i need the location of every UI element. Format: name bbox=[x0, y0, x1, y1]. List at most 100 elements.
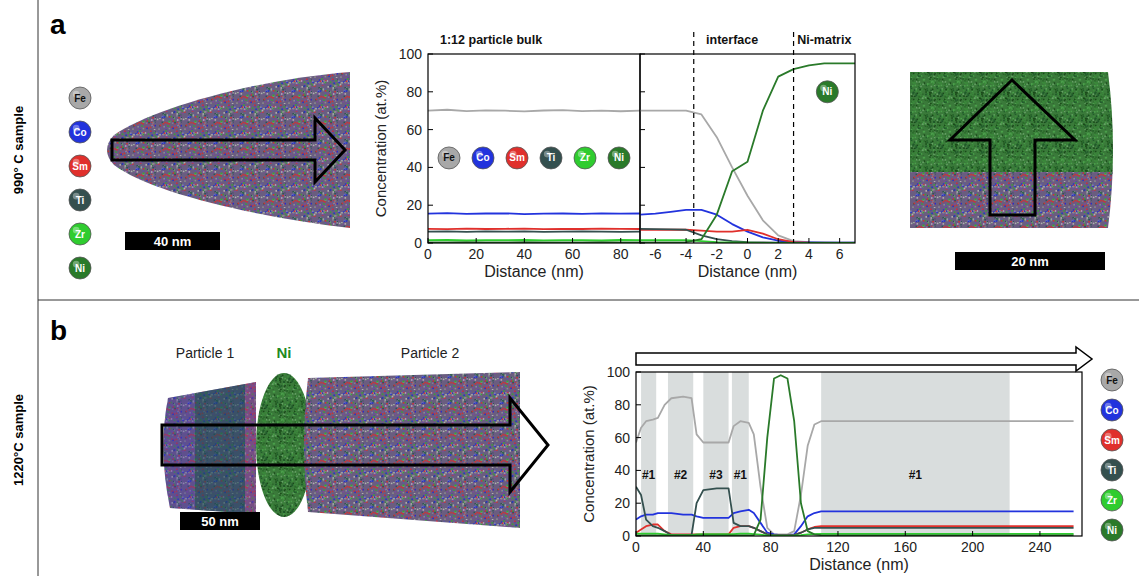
x-tick-label: 40 bbox=[696, 539, 712, 555]
x-tick bbox=[839, 238, 840, 243]
arrow bbox=[636, 347, 1092, 371]
plot-frame bbox=[636, 372, 1082, 536]
y-tick-label: 100 bbox=[399, 46, 423, 62]
element-legend-entry: Fe bbox=[69, 87, 91, 109]
x-tick-label: -2 bbox=[711, 246, 724, 262]
y-tick bbox=[640, 205, 645, 206]
x-tick-label: 20 bbox=[468, 246, 484, 262]
y-tick bbox=[428, 205, 433, 206]
legend-swatch bbox=[1101, 369, 1123, 391]
legend-entry: Co bbox=[472, 147, 494, 169]
y-tick-label: 100 bbox=[607, 364, 631, 380]
particle-region bbox=[905, 172, 1125, 232]
apt-reconstruction bbox=[304, 372, 520, 528]
image-label: Particle 1 bbox=[176, 345, 235, 361]
element-legend-entry: Zr bbox=[69, 223, 91, 245]
scale-bar: 50 nm bbox=[180, 512, 260, 530]
region-label: #2 bbox=[674, 468, 688, 482]
x-tick bbox=[808, 238, 809, 243]
legend-entry: Sm bbox=[506, 147, 528, 169]
x-tick bbox=[686, 238, 687, 243]
x-tick-label: 40 bbox=[517, 246, 533, 262]
figure: ab990° C sample1220°C sampleFeCoSmTiZrNi… bbox=[0, 0, 1139, 576]
x-axis-title: Distance (nm) bbox=[484, 263, 584, 280]
legend-entry: Ti bbox=[540, 147, 562, 169]
legend-swatch bbox=[438, 147, 460, 169]
y-tick bbox=[636, 536, 641, 537]
y-tick-label: 60 bbox=[406, 122, 422, 138]
legend-label: Ni bbox=[1107, 525, 1117, 536]
element-legend-entry: Co bbox=[69, 121, 91, 143]
x-tick bbox=[770, 531, 771, 536]
y-tick bbox=[636, 503, 641, 504]
y-tick-label: 0 bbox=[622, 528, 630, 544]
legend-swatch bbox=[540, 147, 562, 169]
x-tick-label: 0 bbox=[424, 246, 432, 262]
arrow bbox=[950, 80, 1075, 215]
x-tick bbox=[778, 238, 779, 243]
legend-swatch bbox=[69, 257, 91, 279]
plot-area bbox=[636, 372, 1074, 536]
legend-label: Sm bbox=[509, 152, 525, 163]
y-tick-label: 80 bbox=[614, 397, 630, 413]
y-tick bbox=[636, 372, 641, 373]
y-axis-title: Concentration (at.%) bbox=[372, 80, 389, 218]
legend-entry: Zr bbox=[574, 147, 596, 169]
arrow bbox=[112, 118, 345, 182]
legend-label: Ti bbox=[76, 195, 85, 206]
y-tick-label: 20 bbox=[614, 495, 630, 511]
x-tick-label: 4 bbox=[805, 246, 813, 262]
x-axis-title: Distance (nm) bbox=[698, 263, 798, 280]
series-line bbox=[640, 229, 855, 243]
series-line bbox=[640, 111, 855, 243]
region-label: #1 bbox=[909, 468, 923, 482]
y-tick bbox=[640, 129, 645, 130]
legend-swatch bbox=[472, 147, 494, 169]
panel-letter: b bbox=[50, 315, 67, 346]
legend-swatch bbox=[69, 155, 91, 177]
x-tick bbox=[428, 238, 429, 243]
apt-reconstruction bbox=[905, 70, 1125, 232]
legend-label: Zr bbox=[1107, 495, 1117, 506]
x-tick-label: 6 bbox=[836, 246, 844, 262]
x-tick bbox=[703, 531, 704, 536]
scale-bar-label: 40 nm bbox=[154, 234, 192, 249]
particle-region bbox=[150, 375, 260, 520]
x-tick-label: 0 bbox=[632, 539, 640, 555]
legend-swatch bbox=[1101, 519, 1123, 541]
scale-bar-label: 20 nm bbox=[1011, 254, 1049, 269]
y-tick-label: 40 bbox=[406, 159, 422, 175]
scale-bar-label: 50 nm bbox=[201, 514, 239, 529]
series-line bbox=[428, 228, 640, 230]
chart: 020406080020406080100Distance (nm)Concen… bbox=[372, 33, 640, 280]
legend-label: Co bbox=[476, 152, 489, 163]
region-label: #1 bbox=[642, 468, 656, 482]
legend-label: Fe bbox=[74, 93, 86, 104]
x-tick-label: 200 bbox=[961, 539, 985, 555]
chart-title: 1:12 particle bulk bbox=[440, 33, 542, 47]
divider-line bbox=[793, 32, 794, 243]
legend-label: Ni bbox=[822, 86, 832, 97]
scale-bar-rect bbox=[125, 232, 220, 250]
image-label: Particle 2 bbox=[401, 345, 460, 361]
legend-swatch bbox=[69, 121, 91, 143]
legend-swatch bbox=[1101, 489, 1123, 511]
ni-layer bbox=[256, 373, 312, 517]
x-tick bbox=[636, 531, 637, 536]
legend-label: Zr bbox=[75, 229, 85, 240]
x-tick-label: -6 bbox=[649, 246, 662, 262]
series-line bbox=[640, 63, 855, 242]
legend-entry: Sm bbox=[1101, 429, 1123, 451]
series-line bbox=[428, 212, 640, 215]
y-tick bbox=[636, 404, 641, 405]
region-header: Ni-matrix bbox=[797, 33, 851, 47]
y-tick bbox=[428, 129, 433, 130]
x-tick bbox=[716, 238, 717, 243]
series-line bbox=[428, 110, 640, 112]
legend-label: Co bbox=[73, 127, 86, 138]
y-axis-title: Concentration (at.%) bbox=[580, 385, 597, 523]
y-tick bbox=[428, 167, 433, 168]
y-tick-label: 40 bbox=[614, 462, 630, 478]
legend-label: Ti bbox=[547, 152, 556, 163]
legend-label: Sm bbox=[72, 161, 88, 172]
